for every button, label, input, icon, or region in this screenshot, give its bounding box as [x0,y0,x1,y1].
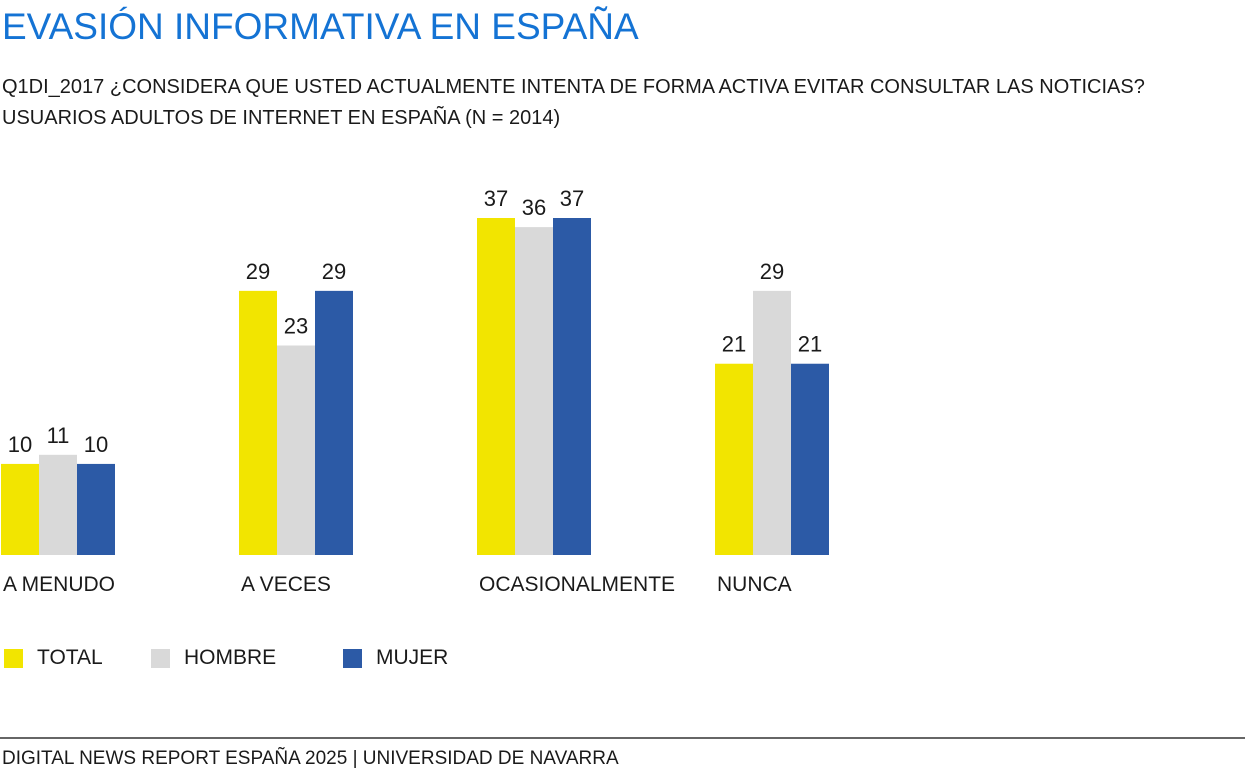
legend-label-total: TOTAL [37,646,103,669]
legend-label-mujer: MUJER [376,646,449,669]
category-label-nunca: NUNCA [717,573,792,596]
category-label-ocasionalmente: OCASIONALMENTE [479,573,675,596]
bar-nunca-total [715,363,753,555]
data-label-ocasionalmente-total: 37 [484,186,508,211]
bar-a-veces-hombre [277,345,315,555]
data-label-a-menudo-hombre: 11 [47,423,70,448]
legend-item-total: TOTAL [4,646,103,670]
bar-a-menudo-mujer [77,463,115,555]
data-label-nunca-hombre: 29 [760,259,784,284]
data-label-a-veces-mujer: 29 [322,259,346,284]
data-label-a-veces-hombre: 23 [284,314,308,339]
data-label-a-menudo-total: 10 [8,432,32,457]
chart-subtitle-question: Q1DI_2017 ¿CONSIDERA QUE USTED ACTUALMEN… [2,76,1145,98]
legend-swatch-hombre [151,648,170,668]
chart-title: EVASIÓN INFORMATIVA EN ESPAÑA [2,6,639,47]
footer-divider [0,737,1245,739]
chart-subtitle-sample: USUARIOS ADULTOS DE INTERNET EN ESPAÑA (… [2,107,561,129]
data-label-nunca-mujer: 21 [798,332,822,357]
legend-swatch-mujer [343,648,362,668]
data-label-ocasionalmente-mujer: 37 [560,186,584,211]
data-label-a-veces-total: 29 [246,259,270,284]
bar-a-veces-mujer [315,290,353,555]
legend-item-mujer: MUJER [343,646,448,670]
bar-a-menudo-hombre [39,454,77,555]
bar-ocasionalmente-mujer [553,218,591,555]
bar-chart: 10 11 10 A MENUDO 29 23 29 A VECES 37 36 37 OCASION… [1,186,829,596]
footer-source: DIGITAL NEWS REPORT ESPAÑA 2025 | UNIVER… [2,748,619,769]
category-label-a-menudo: A MENUDO [3,573,115,596]
data-label-ocasionalmente-hombre: 36 [522,195,546,220]
legend-item-hombre: HOMBRE [151,646,276,670]
chart-legend: TOTAL HOMBRE MUJER [0,646,700,676]
legend-label-hombre: HOMBRE [184,646,277,669]
data-label-nunca-total: 21 [722,332,746,357]
bar-nunca-hombre [753,290,791,555]
legend-swatch-total [4,648,23,668]
category-label-a-veces: A VECES [241,573,331,596]
bar-a-veces-total [239,290,277,555]
bar-nunca-mujer [791,363,829,555]
data-label-a-menudo-mujer: 10 [84,432,108,457]
bar-ocasionalmente-hombre [515,227,553,556]
bar-ocasionalmente-total [477,218,515,555]
bar-a-menudo-total [1,463,39,555]
